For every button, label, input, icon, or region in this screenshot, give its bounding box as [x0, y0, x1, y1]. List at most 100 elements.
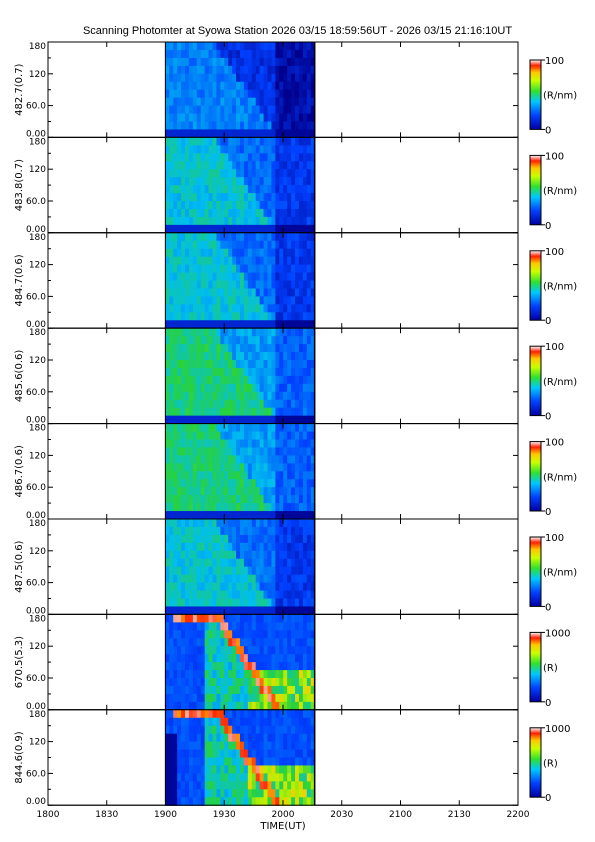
heatmap-cell — [177, 654, 182, 663]
heatmap-cell — [173, 49, 178, 59]
heatmap-cell — [298, 304, 304, 313]
colorbar-min-label: 0 — [545, 316, 551, 327]
heatmap-cell — [295, 137, 300, 146]
heatmap-cell — [216, 272, 221, 282]
heatmap-cell — [263, 256, 269, 266]
heatmap-cell — [188, 526, 194, 536]
heatmap-cell — [216, 73, 221, 83]
heatmap-cell — [287, 304, 292, 313]
heatmap-cell — [302, 105, 308, 115]
heatmap-cell — [232, 781, 237, 790]
heatmap-cell — [298, 749, 304, 759]
heatmap-cell — [177, 542, 182, 552]
heatmap-cell — [295, 471, 300, 480]
heatmap-cell — [306, 352, 312, 361]
heatmap-cell — [263, 797, 269, 806]
heatmap-cell — [196, 574, 202, 584]
heatmap-cell — [243, 431, 249, 441]
heatmap-cell — [298, 383, 304, 393]
heatmap-cell — [267, 185, 273, 194]
heatmap-cell — [188, 542, 194, 552]
heatmap-cell — [275, 773, 280, 782]
heatmap-cell — [275, 574, 280, 584]
heatmap-cell — [232, 296, 237, 305]
heatmap-cell — [208, 614, 214, 623]
heatmap-cell — [169, 49, 174, 59]
heatmap-cell — [224, 97, 229, 107]
heatmap-cell — [295, 455, 300, 464]
heatmap-cell — [177, 606, 182, 615]
heatmap-cell — [204, 304, 210, 313]
heatmap-cell — [224, 638, 229, 647]
heatmap-cell — [271, 701, 276, 711]
heatmap-cell — [177, 479, 182, 488]
heatmap-cell — [310, 89, 316, 99]
heatmap-cell — [224, 232, 229, 242]
heatmap-cell — [212, 193, 218, 202]
heatmap-cell — [298, 685, 304, 695]
heatmap-cell — [259, 773, 265, 782]
heatmap-cell — [165, 129, 170, 138]
heatmap-cell — [177, 161, 182, 170]
heatmap-cell — [295, 447, 300, 456]
heatmap-cell — [279, 542, 284, 552]
heatmap-cell — [306, 479, 312, 488]
heatmap-cell — [275, 566, 280, 576]
heatmap-cell — [177, 781, 182, 790]
heatmap-cell — [255, 240, 261, 250]
heatmap-cell — [255, 471, 261, 480]
heatmap-cell — [181, 73, 186, 83]
heatmap-cell — [173, 137, 178, 146]
heatmap-cell — [208, 288, 214, 297]
heatmap-cell — [263, 455, 269, 464]
heatmap-cell — [177, 701, 182, 711]
heatmap-cell — [291, 582, 296, 592]
heatmap-cell — [310, 169, 316, 178]
heatmap-cell — [279, 757, 284, 767]
heatmap-cell — [275, 177, 280, 186]
heatmap-cell — [228, 717, 233, 727]
heatmap-cell — [196, 129, 202, 138]
heatmap-cell — [177, 423, 182, 433]
heatmap-cell — [204, 42, 210, 51]
heatmap-cell — [228, 97, 233, 107]
heatmap-cell — [287, 701, 292, 711]
heatmap-cell — [200, 193, 206, 202]
heatmap-cell — [232, 789, 237, 798]
heatmap-cell — [220, 296, 225, 305]
heatmap-cell — [216, 757, 221, 767]
heatmap-cell — [310, 296, 316, 305]
heatmap-cell — [220, 622, 225, 631]
heatmap-cell — [204, 375, 210, 385]
heatmap-cell — [302, 216, 308, 226]
heatmap-cell — [169, 256, 174, 266]
colorbar-unit-label: (R) — [543, 759, 558, 770]
heatmap-cell — [212, 383, 218, 393]
heatmap-cell — [259, 375, 265, 385]
heatmap-cell — [232, 590, 237, 600]
heatmap-cell — [177, 208, 182, 218]
heatmap-cell — [192, 81, 198, 91]
heatmap-cell — [196, 550, 202, 560]
colorbar-unit-label: (R/nm) — [543, 472, 577, 483]
heatmap-cell — [255, 272, 261, 282]
heatmap-cell — [185, 288, 190, 297]
heatmap-cell — [247, 503, 253, 512]
heatmap-cell — [243, 733, 249, 743]
heatmap-cell — [271, 733, 276, 743]
heatmap-cell — [177, 113, 182, 123]
heatmap-cell — [298, 598, 304, 608]
heatmap-cell — [283, 693, 288, 703]
heatmap-cell — [247, 757, 253, 767]
heatmap-cell — [310, 304, 316, 313]
colorbar — [529, 345, 542, 417]
heatmap-cell — [200, 725, 206, 735]
heatmap-cell — [283, 304, 288, 313]
heatmap-cell — [310, 797, 316, 806]
heatmap-cell — [283, 670, 288, 679]
heatmap-cell — [243, 89, 249, 99]
heatmap-cell — [251, 463, 257, 472]
heatmap-cell — [196, 121, 202, 131]
heatmap-cell — [306, 399, 312, 409]
heatmap-cell — [185, 542, 190, 552]
